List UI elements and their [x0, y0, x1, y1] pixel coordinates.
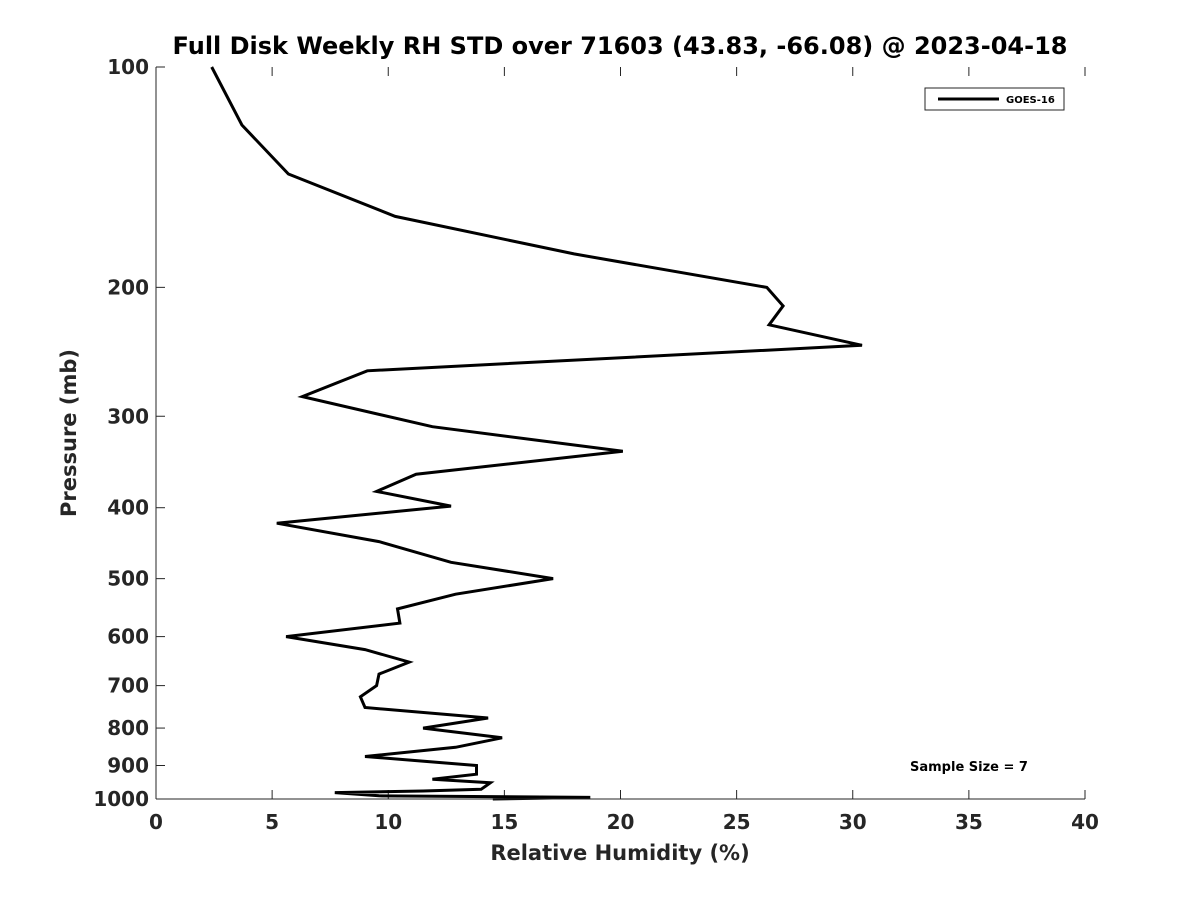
x-tick-label: 0 [149, 810, 163, 834]
legend: GOES-16 [924, 87, 1065, 111]
y-tick-label: 300 [107, 404, 149, 428]
y-tick-label: 100 [107, 55, 149, 79]
y-axis-label: Pressure (mb) [57, 349, 81, 517]
y-tick-label: 400 [107, 496, 149, 520]
x-axis-label: Relative Humidity (%) [490, 841, 749, 865]
x-tick-label: 35 [955, 810, 983, 834]
plot-area [156, 67, 1085, 799]
sample-size-annotation: Sample Size = 7 [910, 760, 1028, 775]
chart-title: Full Disk Weekly RH STD over 71603 (43.8… [173, 32, 1068, 60]
y-tick-label: 500 [107, 567, 149, 591]
y-tick-label: 200 [107, 275, 149, 299]
x-tick-label: 20 [607, 810, 635, 834]
x-tick-label: 40 [1071, 810, 1099, 834]
y-tick-label: 1000 [93, 787, 149, 811]
x-tick-label: 5 [265, 810, 279, 834]
y-axis: 100 200 300 400 500 600 700 800 900 1000 [93, 55, 165, 811]
x-tick-label: 30 [839, 810, 867, 834]
x-tick-label: 15 [490, 810, 518, 834]
legend-label-goes-16: GOES-16 [1006, 95, 1055, 106]
y-tick-label: 900 [107, 754, 149, 778]
series-line-goes-16 [210, 66, 863, 801]
x-tick-label: 10 [374, 810, 402, 834]
x-axis: 0 5 10 15 20 25 30 35 40 [149, 67, 1099, 834]
y-tick-label: 600 [107, 625, 149, 649]
y-tick-label: 800 [107, 716, 149, 740]
x-tick-label: 25 [723, 810, 751, 834]
y-tick-label: 700 [107, 674, 149, 698]
series-layer [210, 66, 863, 801]
